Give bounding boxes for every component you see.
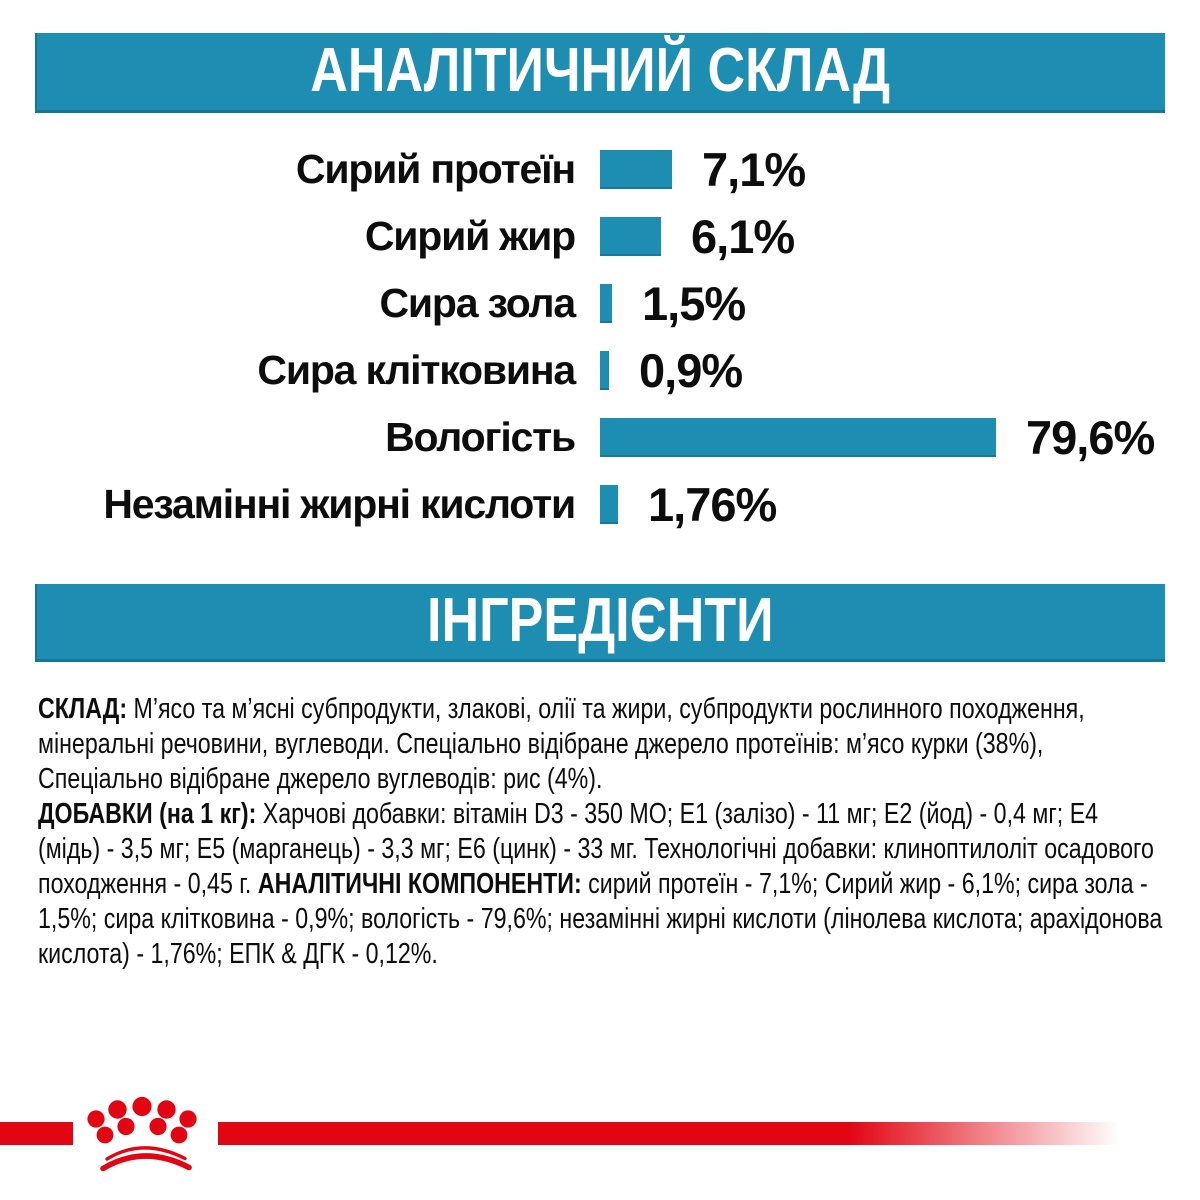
ingredients-run-in-heading: АНАЛІТИЧНІ КОМПОНЕНТИ: [257, 868, 589, 900]
chart-category-label: Сирий жир [364, 213, 576, 259]
analytical-section-title: АНАЛІТИЧНИЙ СКЛАД [310, 36, 890, 105]
chart-bar [600, 150, 672, 189]
chart-value-label: 79,6% [1026, 411, 1155, 464]
chart-category-label: Сира зола [379, 280, 577, 326]
chart-bar [600, 485, 618, 524]
chart-row: Незамінні жирні кислоти 1,76% [0, 481, 1200, 528]
royal-canin-crown-icon [87, 1096, 197, 1172]
ingredients-text: СКЛАД: М’ясо та м’ясні субпродукти, злак… [38, 692, 1163, 972]
chart-bar [600, 217, 661, 256]
analytical-section-header: АНАЛІТИЧНИЙ СКЛАД [35, 33, 1165, 113]
footer-stripe-right [218, 1122, 1120, 1145]
ingredients-paragraph: СКЛАД: М’ясо та м’ясні субпродукти, злак… [38, 692, 1163, 797]
chart-category-label: Сирий протеїн [295, 146, 576, 192]
chart-row: Вологість 79,6% [0, 414, 1200, 461]
chart-value-label: 1,5% [642, 277, 746, 330]
ingredients-paragraph: ДОБАВКИ (на 1 кг): Харчові добавки: віта… [38, 797, 1163, 972]
footer-stripe-left [0, 1122, 73, 1145]
chart-row: Сира зола 1,5% [0, 280, 1200, 327]
ingredients-body-text: М’ясо та м’ясні субпродукти, злакові, ол… [38, 693, 1085, 795]
chart-bar [600, 284, 612, 323]
chart-category-label: Сира клітковина [257, 347, 576, 393]
chart-row: Сирий жир 6,1% [0, 213, 1200, 260]
chart-bar [600, 418, 996, 457]
ingredients-body-text: Харчові добавки: вітамін D3 - 350 МО; Е1… [38, 798, 1154, 900]
chart-category-label: Вологість [385, 414, 576, 460]
chart-bar [600, 351, 609, 390]
chart-value-label: 0,9% [639, 344, 743, 397]
chart-row: Сирий протеїн 7,1% [0, 146, 1200, 193]
chart-value-label: 6,1% [691, 210, 795, 263]
chart-category-label: Незамінні жирні кислоти [103, 481, 576, 527]
ingredients-run-in-heading: ДОБАВКИ (на 1 кг): [38, 798, 263, 830]
ingredients-section-title: ІНГРЕДІЄНТИ [426, 586, 774, 655]
ingredients-section-header: ІНГРЕДІЄНТИ [35, 584, 1165, 662]
chart-row: Сира клітковина 0,9% [0, 347, 1200, 394]
ingredients-run-in-heading: СКЛАД: [38, 693, 134, 725]
chart-value-label: 1,76% [648, 478, 777, 531]
ingredients-body-text: сирий протеїн - 7,1%; Сирий жир - 6,1%; … [38, 868, 1163, 970]
analytical-chart: Сирий протеїн 7,1% Сирий жир 6,1% Сира зола 1… [0, 146, 1200, 552]
chart-value-label: 7,1% [702, 143, 806, 196]
